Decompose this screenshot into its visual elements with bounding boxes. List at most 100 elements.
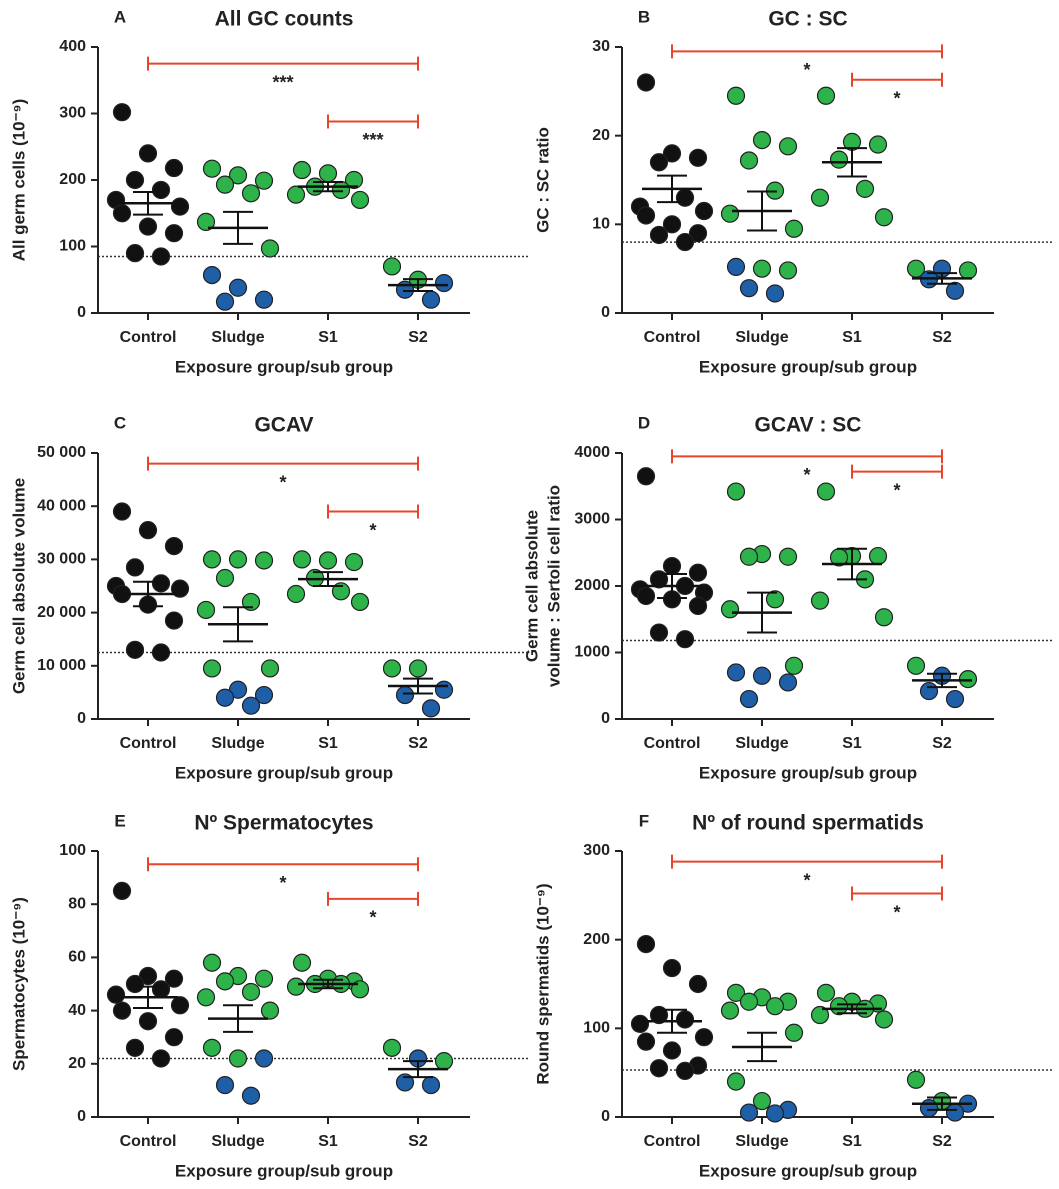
data-point <box>125 974 145 994</box>
data-point <box>215 175 235 194</box>
data-point <box>421 1075 441 1095</box>
panel-letter: C <box>114 413 126 432</box>
data-point <box>331 180 351 200</box>
data-point <box>254 969 274 988</box>
data-point <box>228 166 248 185</box>
sem-bar <box>837 1003 867 1015</box>
y-axis-label: GC : SC ratio <box>533 127 552 233</box>
data-point <box>138 1012 158 1031</box>
x-tick-label: Control <box>120 1133 177 1150</box>
y-tick-label: 20 <box>68 1055 86 1072</box>
data-point <box>636 206 656 225</box>
data-point <box>958 261 978 280</box>
data-point <box>286 977 306 996</box>
data-point <box>196 212 216 231</box>
sem-bar <box>403 677 433 695</box>
significance-bracket <box>327 114 419 129</box>
chart-title: Nº Spermatocytes <box>194 812 373 835</box>
significance-bracket <box>147 56 419 71</box>
data-point <box>202 1038 222 1057</box>
significance-bracket <box>147 857 419 872</box>
y-tick-label: 1000 <box>574 644 610 661</box>
sem-bar <box>657 174 687 204</box>
data-point <box>151 180 171 200</box>
data-point <box>810 1005 830 1025</box>
x-tick-label: Sludge <box>211 1133 264 1150</box>
data-point <box>765 590 785 609</box>
data-point <box>874 208 894 227</box>
y-axis-label: Germ cell absolute <box>522 510 541 662</box>
data-point <box>726 257 746 276</box>
data-point <box>675 1061 695 1080</box>
data-point <box>726 663 746 682</box>
data-point <box>874 1010 894 1029</box>
x-tick-label: Control <box>644 329 701 346</box>
data-point <box>170 197 190 216</box>
chart-title: GCAV : SC <box>755 414 862 437</box>
significance-label: * <box>369 908 376 928</box>
data-point <box>784 219 804 238</box>
data-point <box>138 217 158 236</box>
data-point <box>125 558 145 577</box>
data-point <box>125 244 145 263</box>
data-point <box>739 689 759 709</box>
y-tick-label: 0 <box>601 304 610 321</box>
sem-bar <box>133 985 163 1009</box>
data-point <box>726 482 746 501</box>
y-axis-label: Germ cell absolute volume <box>9 478 28 694</box>
data-point <box>675 630 695 649</box>
data-point <box>382 257 402 276</box>
data-point <box>228 550 248 569</box>
data-point <box>241 592 261 612</box>
y-tick-label: 10 <box>592 216 610 233</box>
y-axis-label: All germ cells (10⁻⁹) <box>9 99 28 262</box>
x-tick-label: Control <box>644 1133 701 1150</box>
data-point <box>675 188 695 207</box>
sem-bar <box>223 1004 253 1033</box>
data-point <box>112 502 132 521</box>
data-point <box>906 656 926 675</box>
y-tick-label: 100 <box>59 842 86 859</box>
data-point <box>202 265 222 285</box>
data-point <box>350 592 370 612</box>
data-point <box>170 996 190 1015</box>
sem-bar <box>133 580 163 608</box>
data-point <box>260 1001 280 1020</box>
data-point <box>292 953 312 972</box>
data-point <box>765 1104 785 1123</box>
data-point <box>254 1049 274 1068</box>
data-point <box>151 574 171 593</box>
data-point <box>765 997 785 1016</box>
x-tick-label: Sludge <box>735 329 788 346</box>
data-point <box>829 997 849 1016</box>
panel-letter: A <box>114 7 126 26</box>
data-point <box>752 259 772 278</box>
y-tick-label: 20 <box>592 127 610 144</box>
sem-bar <box>927 272 957 285</box>
x-axis-label: Exposure group/sub group <box>175 357 393 376</box>
data-point <box>906 1070 926 1089</box>
data-point <box>868 546 888 566</box>
y-tick-label: 0 <box>601 710 610 727</box>
data-point <box>752 1091 772 1111</box>
data-point <box>215 688 235 707</box>
data-point <box>164 536 184 556</box>
chart-title: Nº of round spermatids <box>692 812 924 835</box>
data-point <box>739 1103 759 1122</box>
data-point <box>945 281 965 300</box>
data-point <box>630 1014 650 1034</box>
y-tick-label: 40 000 <box>37 497 86 514</box>
sem-bar <box>747 591 777 634</box>
y-tick-label: 0 <box>77 710 86 727</box>
y-tick-label: 30 000 <box>37 551 86 568</box>
data-point <box>662 958 682 978</box>
data-point <box>260 659 280 678</box>
data-point <box>228 1049 248 1068</box>
significance-label: * <box>893 902 900 922</box>
data-point <box>151 643 171 662</box>
data-point <box>125 640 145 659</box>
significance-label: * <box>803 465 810 485</box>
data-point <box>241 696 261 715</box>
